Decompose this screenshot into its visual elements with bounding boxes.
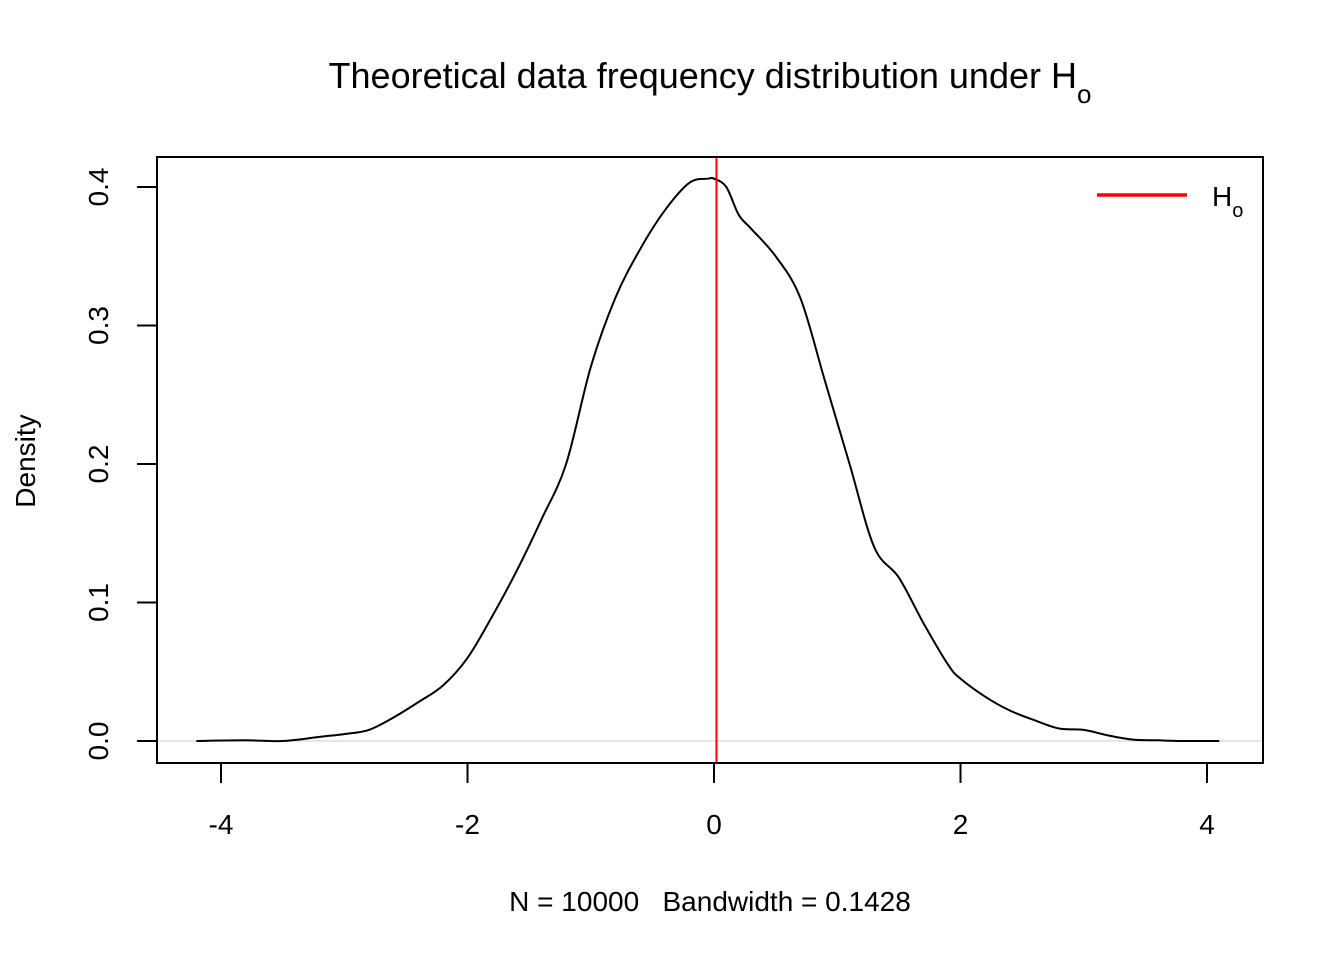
legend: Ho — [1097, 181, 1243, 222]
plot-frame — [156, 156, 1264, 764]
y-tick-label: 0.0 — [83, 722, 114, 761]
y-tick-label: 0.1 — [83, 583, 114, 622]
legend-label-main: H — [1212, 181, 1232, 212]
chart-title-main: Theoretical data frequency distribution … — [329, 55, 1077, 96]
series-layer — [196, 176, 1220, 743]
y-tick-label: 0.4 — [83, 168, 114, 207]
y-axis: 0.0 0.1 0.2 0.3 0.4 — [83, 168, 158, 761]
y-tick-label: 0.2 — [83, 445, 114, 484]
chart-title-subscript: o — [1077, 79, 1091, 109]
x-tick-label: -4 — [209, 809, 234, 840]
density-curve-0 — [196, 176, 1220, 743]
x-tick-label: 0 — [706, 809, 722, 840]
legend-label-subscript: o — [1232, 200, 1243, 222]
y-axis-label: Density — [10, 414, 41, 507]
legend-label: Ho — [1212, 181, 1243, 222]
x-tick-label: 2 — [953, 809, 969, 840]
y-tick-label: 0.3 — [83, 306, 114, 345]
x-axis-label: N = 10000 Bandwidth = 0.1428 — [509, 886, 911, 917]
x-axis: -4 -2 0 2 4 — [209, 762, 1215, 840]
x-tick-label: -2 — [455, 809, 480, 840]
x-tick-label: 4 — [1199, 809, 1215, 840]
chart-title: Theoretical data frequency distribution … — [329, 55, 1092, 109]
